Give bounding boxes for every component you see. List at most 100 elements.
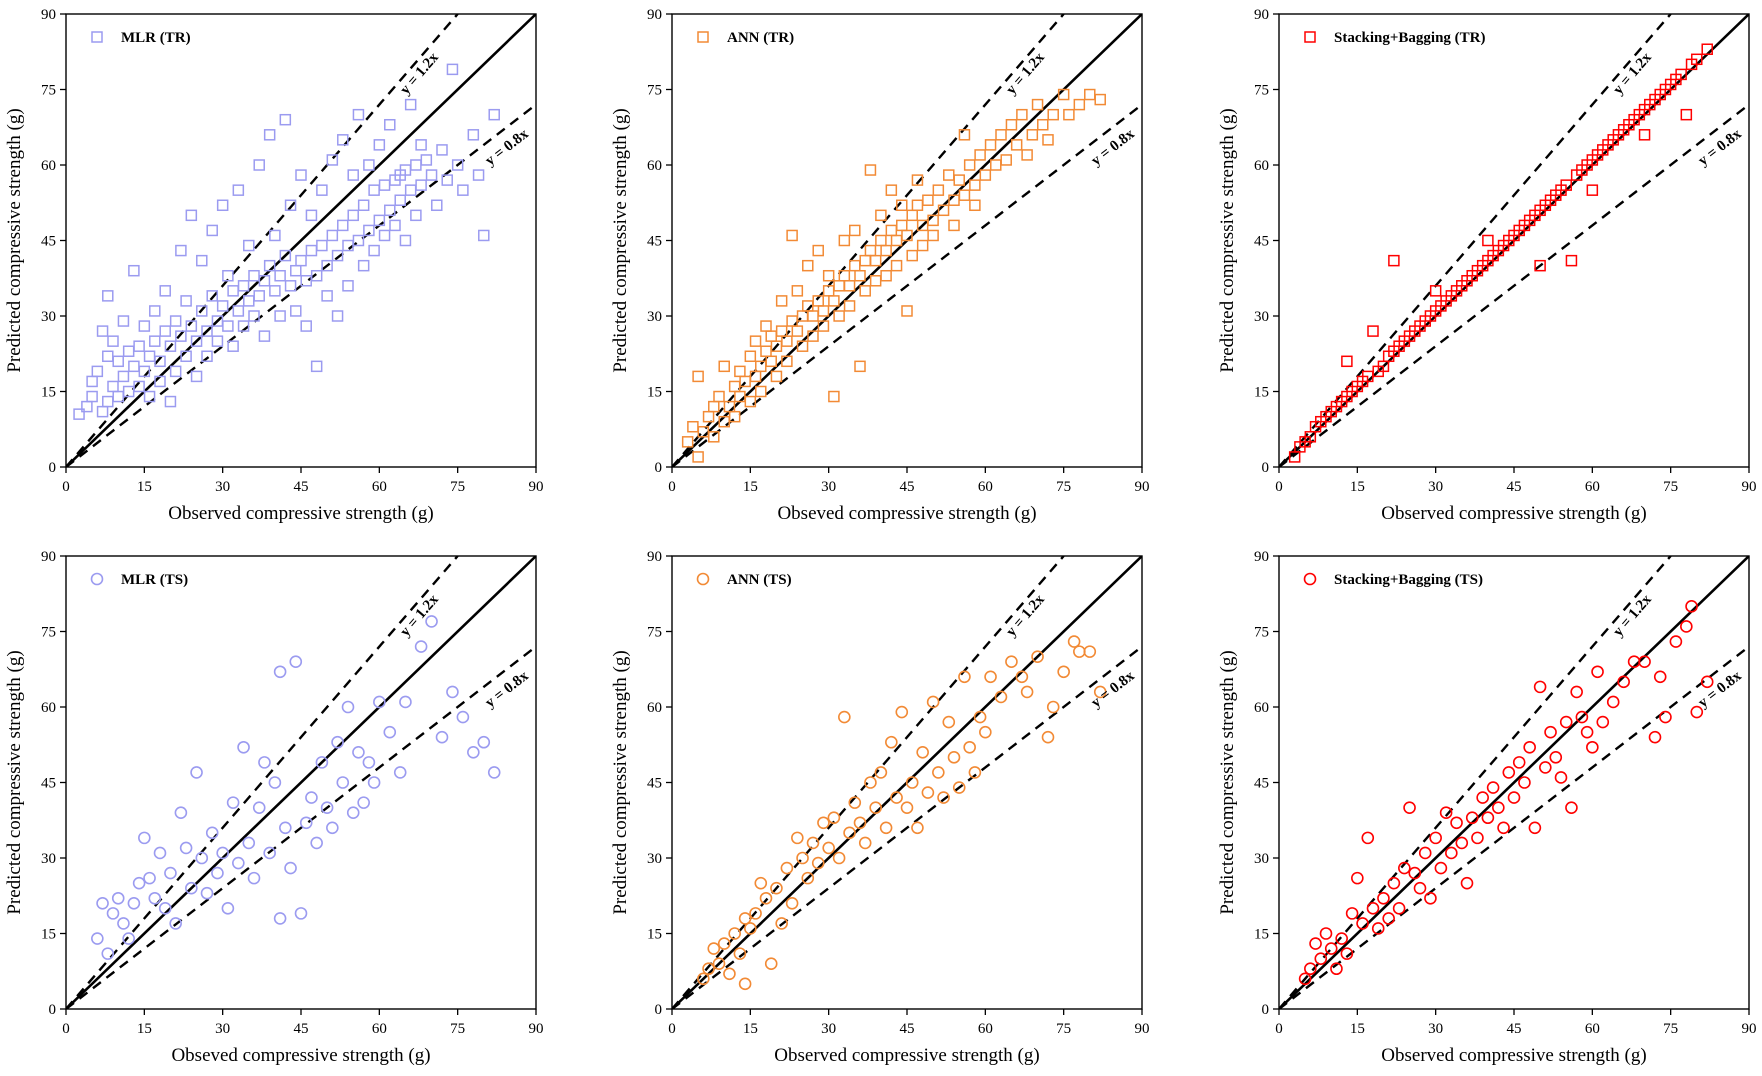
legend-marker	[91, 31, 103, 43]
data-point	[1460, 876, 1474, 890]
y-tick-label: 15	[647, 927, 662, 943]
data-point	[122, 345, 135, 357]
data-point	[1533, 680, 1547, 694]
data-point	[1450, 816, 1463, 830]
data-point	[916, 745, 929, 759]
data-point	[712, 957, 726, 971]
data-point	[1042, 134, 1054, 146]
x-axis-title: Obseved compressive strength (g)	[777, 503, 1036, 524]
legend-label: MLR (TS)	[121, 572, 188, 588]
data-point	[1063, 108, 1075, 121]
data-point	[237, 740, 250, 754]
data-point	[158, 902, 172, 915]
data-point	[185, 209, 198, 222]
data-point	[760, 345, 772, 357]
data-point	[138, 365, 151, 378]
data-point	[1403, 801, 1416, 814]
data-point	[969, 199, 981, 212]
data-point	[384, 204, 396, 217]
data-point	[368, 184, 380, 196]
data-point	[190, 370, 203, 383]
data-point	[848, 796, 862, 809]
data-point	[310, 360, 323, 373]
data-point	[764, 957, 778, 971]
legend-marker	[696, 572, 710, 586]
data-point	[86, 390, 98, 403]
data-point	[226, 796, 240, 809]
data-point	[357, 259, 370, 272]
x-tick-label: 15	[1350, 1021, 1365, 1037]
x-tick-label: 45	[900, 479, 915, 495]
data-point	[143, 871, 156, 885]
x-tick-label: 60	[372, 1021, 387, 1037]
data-point	[755, 385, 767, 398]
data-point	[995, 129, 1007, 141]
y-tick-label: 90	[41, 7, 56, 23]
data-point	[404, 98, 417, 111]
data-point	[817, 305, 830, 317]
data-point	[159, 285, 171, 297]
data-point	[811, 856, 825, 870]
data-point	[232, 305, 245, 317]
data-point	[708, 400, 720, 413]
data-point	[1439, 806, 1453, 820]
scatter-points	[1288, 43, 1713, 463]
data-point	[692, 370, 704, 383]
x-tick-label: 30	[215, 1021, 230, 1037]
data-point	[801, 871, 815, 885]
data-point	[274, 269, 286, 282]
data-point	[738, 912, 752, 925]
data-point	[1445, 846, 1458, 860]
data-point	[833, 280, 845, 292]
data-point	[728, 410, 741, 423]
data-point	[164, 866, 177, 880]
reference-line-1_2x	[66, 14, 459, 467]
data-point	[378, 179, 391, 191]
data-point	[399, 234, 412, 247]
data-point	[1586, 184, 1599, 196]
data-point	[248, 310, 260, 322]
x-tick-label: 75	[450, 1021, 465, 1037]
data-point	[352, 745, 365, 759]
data-point	[1455, 836, 1469, 850]
x-axis-title: Observed compressive strength (g)	[168, 503, 433, 524]
data-point	[885, 224, 898, 237]
data-point	[190, 766, 203, 779]
scatter-points	[697, 635, 1107, 991]
x-tick-label: 75	[450, 479, 465, 495]
data-point	[138, 320, 151, 332]
data-point	[1434, 861, 1448, 875]
data-point	[112, 355, 124, 368]
data-point	[707, 942, 721, 955]
label-y-1_2x: y = 1.2x	[397, 591, 442, 640]
y-tick-label: 75	[41, 625, 56, 641]
data-point	[279, 821, 292, 835]
data-point	[1659, 710, 1672, 724]
data-point	[73, 408, 85, 420]
y-tick-label: 60	[647, 700, 662, 716]
data-point	[305, 244, 318, 257]
data-point	[331, 735, 344, 749]
data-point	[164, 340, 177, 352]
data-point	[864, 776, 877, 789]
chart-panel-2: 0 15 30 45 60 75 90 0 15 30 45 60 75 90 Obseved compre…	[610, 7, 1150, 524]
data-point	[828, 295, 840, 307]
data-point	[901, 305, 913, 317]
data-point	[968, 766, 982, 779]
data-point	[817, 320, 830, 332]
data-point	[1005, 655, 1018, 669]
reference-line-1_2x	[66, 556, 459, 1009]
x-tick-label: 75	[1663, 1021, 1678, 1037]
data-point	[363, 159, 375, 171]
data-point	[775, 917, 788, 930]
data-point	[1648, 730, 1662, 744]
data-point	[1083, 645, 1097, 658]
data-point	[1690, 705, 1704, 719]
x-tick-label: 0	[668, 479, 676, 495]
legend-label: MLR (TR)	[121, 30, 191, 46]
data-point	[227, 340, 239, 352]
reference-line-0_8x	[1279, 103, 1749, 467]
data-point	[315, 756, 329, 769]
data-point	[316, 184, 328, 196]
data-point	[336, 776, 350, 789]
